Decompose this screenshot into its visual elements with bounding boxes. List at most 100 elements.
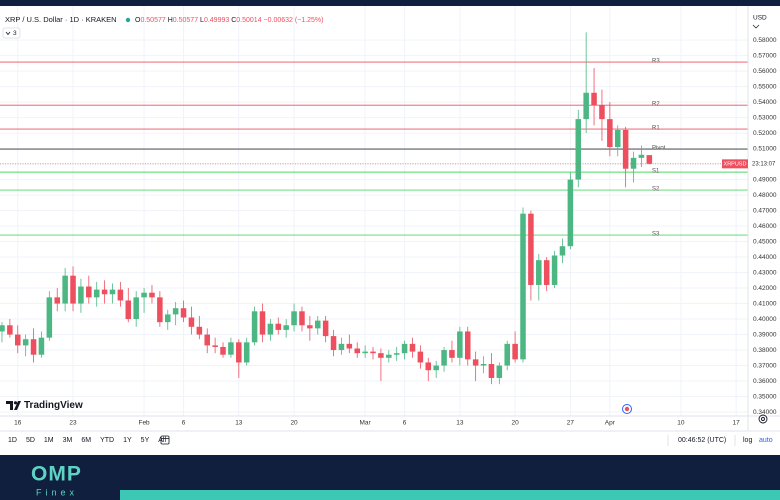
candle-body <box>401 343 408 354</box>
candle-body <box>496 365 503 378</box>
x-tick-label: 13 <box>235 420 243 427</box>
range-button[interactable]: 5D <box>26 437 35 444</box>
pivot-level-label: S2 <box>652 187 660 193</box>
y-tick-label: 0.38000 <box>753 347 777 354</box>
pivot-level-label: S3 <box>652 232 660 238</box>
candle-body <box>307 325 313 329</box>
candle-body <box>338 343 345 351</box>
y-tick-label: 0.44000 <box>753 254 777 261</box>
candle-body <box>228 342 234 355</box>
candle-body <box>488 364 495 378</box>
candle-body <box>275 323 282 330</box>
y-tick-label: 0.49000 <box>753 176 777 183</box>
logo-main: OMP <box>31 463 82 486</box>
range-button[interactable]: 1M <box>44 437 54 444</box>
candle-body <box>212 345 218 347</box>
candle-body <box>346 343 353 349</box>
candle-body <box>236 342 242 363</box>
candle-body <box>220 346 226 355</box>
candle-body <box>117 289 124 301</box>
y-tick-label: 0.36000 <box>753 378 777 385</box>
candle-body <box>433 365 439 371</box>
pivot-level-label: R3 <box>652 59 660 65</box>
candle-body <box>14 334 21 346</box>
x-tick-label: 20 <box>511 420 519 427</box>
range-button[interactable]: YTD <box>100 437 114 444</box>
x-tick-label: 23 <box>69 420 77 427</box>
candle-body <box>504 343 510 366</box>
candle-body <box>283 325 289 330</box>
ohlc-label: L <box>200 17 204 24</box>
y-tick-label: 0.51000 <box>753 145 777 152</box>
candle-body <box>196 326 203 335</box>
ohlc-value: 0.50014 <box>236 17 261 24</box>
y-tick-label: 0.45000 <box>753 238 777 245</box>
candle-body <box>599 105 605 120</box>
y-tick-label: 0.43000 <box>753 269 777 276</box>
candle-body <box>536 260 542 285</box>
x-tick-label: Apr <box>605 420 616 427</box>
candle-body <box>243 342 250 363</box>
candle-body <box>583 92 589 120</box>
range-button[interactable]: 1D <box>8 437 17 444</box>
candle-body <box>464 331 471 360</box>
auto-toggle[interactable]: auto <box>759 437 773 444</box>
candle-body <box>188 317 195 327</box>
range-button[interactable]: All <box>158 437 166 444</box>
settings-icon[interactable] <box>758 414 768 424</box>
indicator-count: 3 <box>13 30 17 37</box>
y-tick-label: 0.52000 <box>753 130 777 137</box>
currency[interactable]: USD <box>753 15 767 22</box>
candle-body <box>354 348 360 354</box>
candle-body <box>449 350 455 358</box>
candle-body <box>472 359 479 366</box>
candle-body <box>322 320 329 337</box>
date-range-icon[interactable] <box>160 435 170 445</box>
pivot-level-label: R1 <box>652 126 660 132</box>
candle-body <box>93 289 100 298</box>
candle-body <box>7 325 13 335</box>
candle-body <box>417 351 424 363</box>
range-button[interactable]: 3M <box>63 437 73 444</box>
range-button[interactable]: 1Y <box>123 437 132 444</box>
candle-body <box>141 292 147 298</box>
candle-body <box>512 343 518 360</box>
candle-body <box>78 286 84 304</box>
candle-body <box>441 350 447 366</box>
axes: 16 23 Feb 6 13 20 Mar 6 13 20 27 Apr 10 17 0.34000 0.35… <box>0 37 780 427</box>
tradingview-icon <box>6 401 21 410</box>
candle-body <box>622 129 629 169</box>
logo-sub: Finex <box>36 487 78 497</box>
ohlc-value: 0.49993 <box>204 17 229 24</box>
y-tick-label: 0.54000 <box>753 99 777 106</box>
indicator-toggle[interactable] <box>2 27 21 39</box>
y-tick-label: 0.35000 <box>753 393 777 400</box>
range-button[interactable]: 5Y <box>141 437 150 444</box>
countdown-tag <box>748 159 780 169</box>
range-button[interactable]: 6M <box>81 437 91 444</box>
candle-body <box>291 311 297 326</box>
y-tick-label: 0.39000 <box>753 331 777 338</box>
clock: 00:46:52 (UTC) <box>678 437 726 444</box>
x-tick-label: 20 <box>290 420 298 427</box>
log-toggle[interactable]: log <box>743 437 752 444</box>
tradingview-brand: TradingView <box>24 400 83 411</box>
candle-body <box>330 336 337 351</box>
candle-body <box>575 119 582 180</box>
footer-accent <box>120 490 780 500</box>
candle-body <box>480 364 487 366</box>
grid <box>0 6 748 416</box>
candle-body <box>551 255 558 285</box>
candle-body <box>614 129 621 148</box>
candle-body <box>22 339 29 346</box>
candle-body <box>425 362 432 371</box>
candle-body <box>46 297 53 338</box>
candle-body <box>378 353 384 358</box>
candle-body <box>259 311 266 335</box>
event-icon-dot <box>624 406 630 412</box>
candle-body <box>559 246 566 256</box>
y-tick-label: 0.34000 <box>753 409 777 416</box>
candle-body <box>70 275 76 304</box>
candle-body <box>86 286 92 298</box>
